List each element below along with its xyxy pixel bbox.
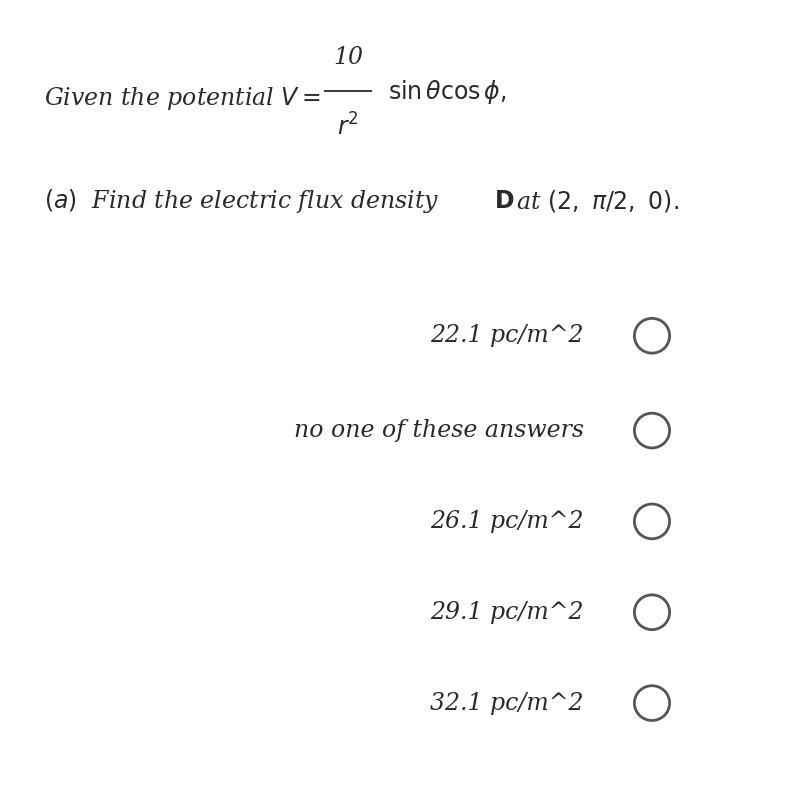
Text: at $(2,\ \pi/2,\ 0).$: at $(2,\ \pi/2,\ 0).$ (509, 189, 678, 214)
Text: $r^{\mathit{2}}$: $r^{\mathit{2}}$ (337, 114, 359, 141)
Text: 26.1 pc/m^2: 26.1 pc/m^2 (430, 510, 584, 533)
Text: 10: 10 (333, 46, 363, 70)
Text: 22.1 pc/m^2: 22.1 pc/m^2 (430, 324, 584, 348)
Text: $\sin\theta\cos\phi,$: $\sin\theta\cos\phi,$ (388, 78, 506, 107)
Text: 29.1 pc/m^2: 29.1 pc/m^2 (430, 600, 584, 624)
Text: Given the potential $V=$: Given the potential $V=$ (44, 85, 321, 112)
Text: no one of these answers: no one of these answers (294, 419, 584, 442)
Text: $(a)$  Find the electric flux density: $(a)$ Find the electric flux density (44, 187, 439, 216)
Text: $\mathbf{D}$: $\mathbf{D}$ (494, 190, 514, 213)
Text: 32.1 pc/m^2: 32.1 pc/m^2 (430, 691, 584, 715)
